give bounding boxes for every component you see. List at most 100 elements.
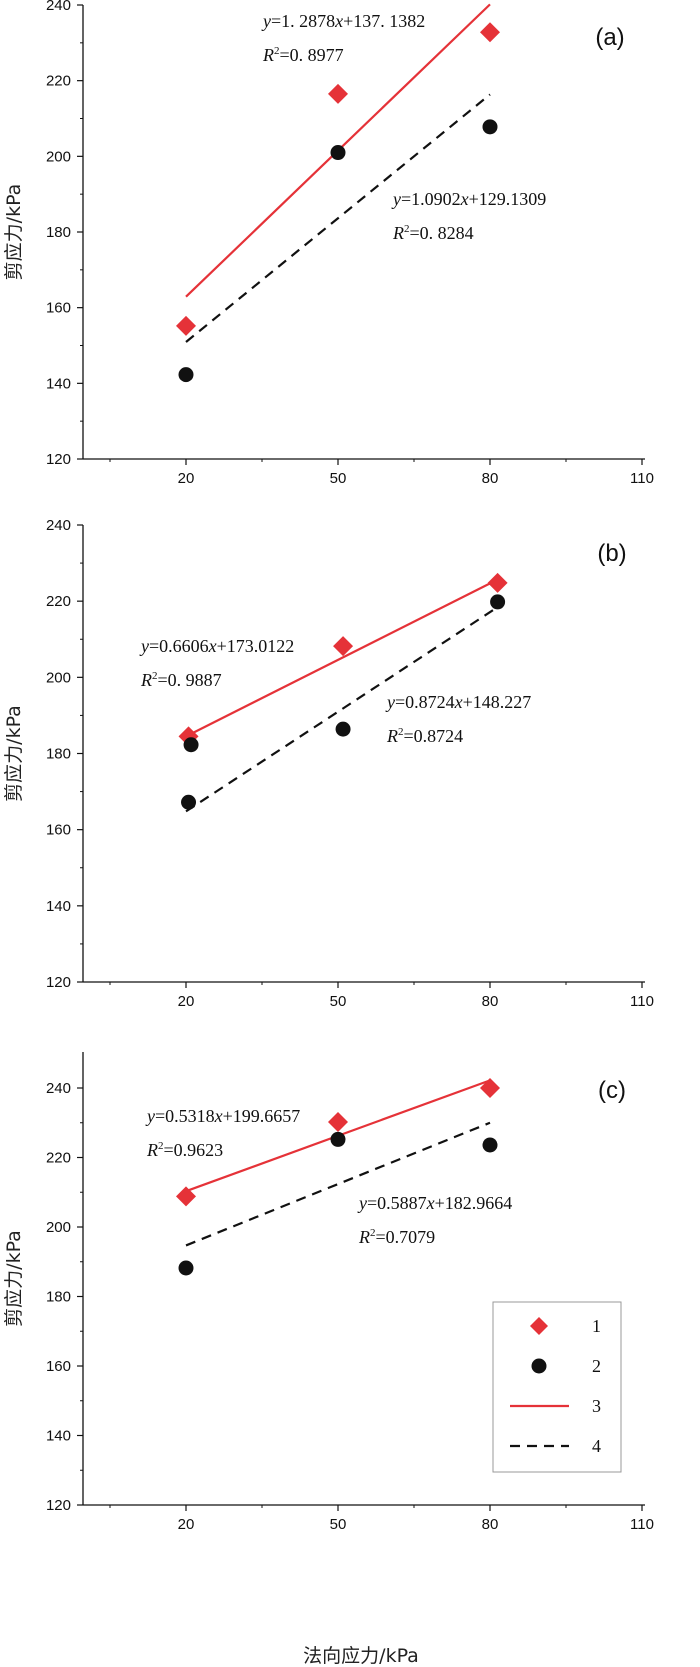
y-axis-title: 剪应力/kPa — [3, 705, 25, 802]
legend-label: 4 — [592, 1436, 601, 1456]
eq-intercept: +137. 1382 — [343, 11, 425, 31]
eq-x: x — [426, 1193, 435, 1213]
fit-equation: y=0.5318x+199.6657 — [145, 1106, 300, 1126]
x-tick-label: 80 — [482, 1516, 499, 1533]
eq-r: R — [386, 726, 398, 746]
eq-x: x — [460, 189, 469, 209]
point-circle — [330, 1131, 346, 1147]
eq-exp: 2 — [370, 1227, 376, 1239]
legend-entry-4: 4 — [510, 1436, 601, 1456]
panel-label: (c) — [598, 1077, 626, 1104]
eq-y: y — [357, 1193, 367, 1213]
eq-intercept: +199.6657 — [223, 1106, 301, 1126]
eq-y: y — [261, 11, 271, 31]
y-tick-label: 160 — [46, 822, 71, 839]
fit-equation: y=0.6606x+173.0122 — [139, 636, 294, 656]
y-tick-label: 120 — [46, 1497, 71, 1514]
x-tick-label: 110 — [630, 1516, 654, 1533]
fit-r2: R2=0.9623 — [146, 1140, 223, 1160]
point-circle — [183, 737, 199, 753]
x-tick-label: 80 — [482, 993, 499, 1010]
legend-circle-icon — [531, 1358, 547, 1374]
y-tick-label: 220 — [46, 73, 71, 90]
eq-exp: 2 — [152, 670, 158, 682]
fit-r2: R2=0. 9887 — [140, 670, 222, 690]
eq-exp: 2 — [404, 223, 410, 235]
y-tick-label: 240 — [46, 1080, 71, 1097]
eq-r: R — [392, 223, 404, 243]
eq-slope: =0.5318 — [155, 1106, 215, 1126]
x-tick-label: 20 — [178, 470, 195, 487]
y-tick-label: 200 — [46, 1219, 71, 1236]
eq-r2-value: =0.7079 — [376, 1227, 436, 1247]
y-tick-label: 140 — [46, 375, 71, 392]
y-tick-label: 140 — [46, 1428, 71, 1445]
eq-exp: 2 — [398, 726, 404, 738]
eq-slope: =0.5887 — [367, 1193, 427, 1213]
point-circle — [178, 367, 194, 383]
eq-r: R — [358, 1227, 370, 1247]
x-axis-title: 法向应力/kPa — [303, 1645, 419, 1667]
eq-y: y — [391, 189, 401, 209]
y-tick-label: 220 — [46, 593, 71, 610]
eq-slope: =1. 2878 — [271, 11, 335, 31]
y-tick-label: 220 — [46, 1150, 71, 1167]
eq-r: R — [146, 1140, 158, 1160]
fit-equation: y=1. 2878x+137. 1382 — [261, 11, 425, 31]
legend-diamond-icon — [530, 1317, 548, 1335]
eq-y: y — [139, 636, 149, 656]
fit-line-dashed — [185, 93, 491, 343]
panel-c: 120 140 160 180 200 220 240 20 50 80 110 剪应力/kPa 法向应… — [3, 1052, 654, 1667]
eq-r2-value: =0. 8284 — [410, 223, 474, 243]
y-tick-label: 180 — [46, 224, 71, 241]
point-circle — [181, 794, 197, 810]
point-circle — [490, 594, 506, 610]
y-tick-label: 160 — [46, 1358, 71, 1375]
fit-line-solid — [185, 581, 494, 738]
fit-r2: R2=0.7079 — [358, 1227, 435, 1247]
eq-y: y — [385, 692, 395, 712]
legend-entry-3: 3 — [510, 1396, 601, 1416]
legend-label: 1 — [592, 1316, 601, 1336]
point-diamond — [333, 636, 354, 657]
legend-entry-2: 2 — [531, 1356, 601, 1376]
eq-r2-value: =0.8724 — [404, 726, 464, 746]
legend-box — [492, 1301, 622, 1473]
eq-slope: =0.6606 — [149, 636, 209, 656]
point-circle — [335, 721, 351, 737]
eq-slope: =0.8724 — [395, 692, 455, 712]
point-circle — [330, 145, 346, 161]
eq-x: x — [334, 11, 343, 31]
eq-r: R — [262, 45, 274, 65]
x-tick-label: 110 — [630, 470, 654, 487]
panel-a: 120 140 160 180 200 220 240 20 50 80 110 剪应力/kPa (a)… — [3, 0, 654, 487]
point-diamond — [480, 1078, 500, 1098]
eq-intercept: +129.1309 — [469, 189, 547, 209]
fit-r2: R2=0.8724 — [386, 726, 463, 746]
panel-label: (b) — [597, 540, 626, 567]
eq-intercept: +148.227 — [463, 692, 532, 712]
eq-r: R — [140, 670, 152, 690]
fit-equation: y=0.8724x+148.227 — [385, 692, 531, 712]
legend-entry-1: 1 — [530, 1316, 601, 1336]
eq-r2-value: =0.9623 — [164, 1140, 224, 1160]
eq-y: y — [145, 1106, 155, 1126]
fit-line-dashed — [185, 607, 496, 813]
eq-x: x — [454, 692, 463, 712]
point-diamond — [176, 315, 196, 336]
point-diamond — [487, 572, 508, 593]
y-tick-label: 120 — [46, 974, 71, 991]
x-tick-label: 110 — [630, 993, 654, 1010]
y-tick-label: 160 — [46, 300, 71, 317]
y-tick-label: 120 — [46, 451, 71, 468]
eq-intercept: +182.9664 — [435, 1193, 513, 1213]
fit-r2: R2=0. 8977 — [262, 45, 344, 65]
x-tick-label: 50 — [330, 470, 347, 487]
y-axis-title: 剪应力/kPa — [3, 184, 25, 281]
eq-x: x — [214, 1106, 223, 1126]
y-tick-label: 140 — [46, 898, 71, 915]
point-diamond — [176, 1186, 196, 1207]
y-tick-label: 240 — [46, 517, 71, 534]
point-circle — [482, 119, 498, 135]
